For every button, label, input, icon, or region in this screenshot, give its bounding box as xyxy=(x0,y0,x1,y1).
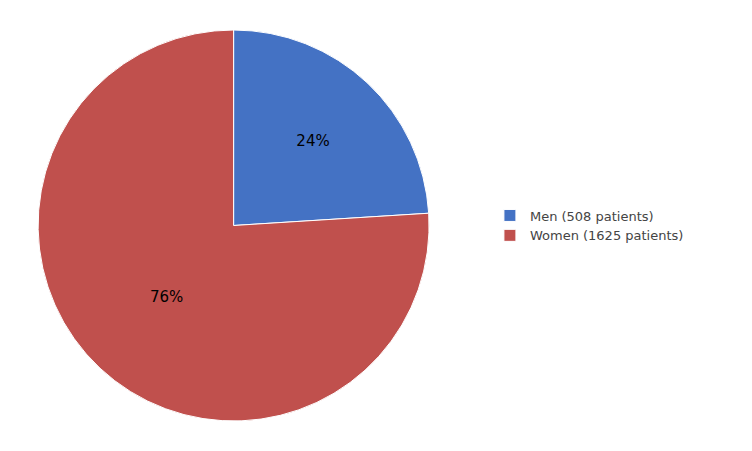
svg-text:Men (508 patients): Men (508 patients) xyxy=(530,209,654,224)
svg-text:24%: 24% xyxy=(296,132,329,150)
svg-text:76%: 76% xyxy=(150,288,183,306)
svg-text:Women (1625 patients): Women (1625 patients) xyxy=(530,228,683,243)
